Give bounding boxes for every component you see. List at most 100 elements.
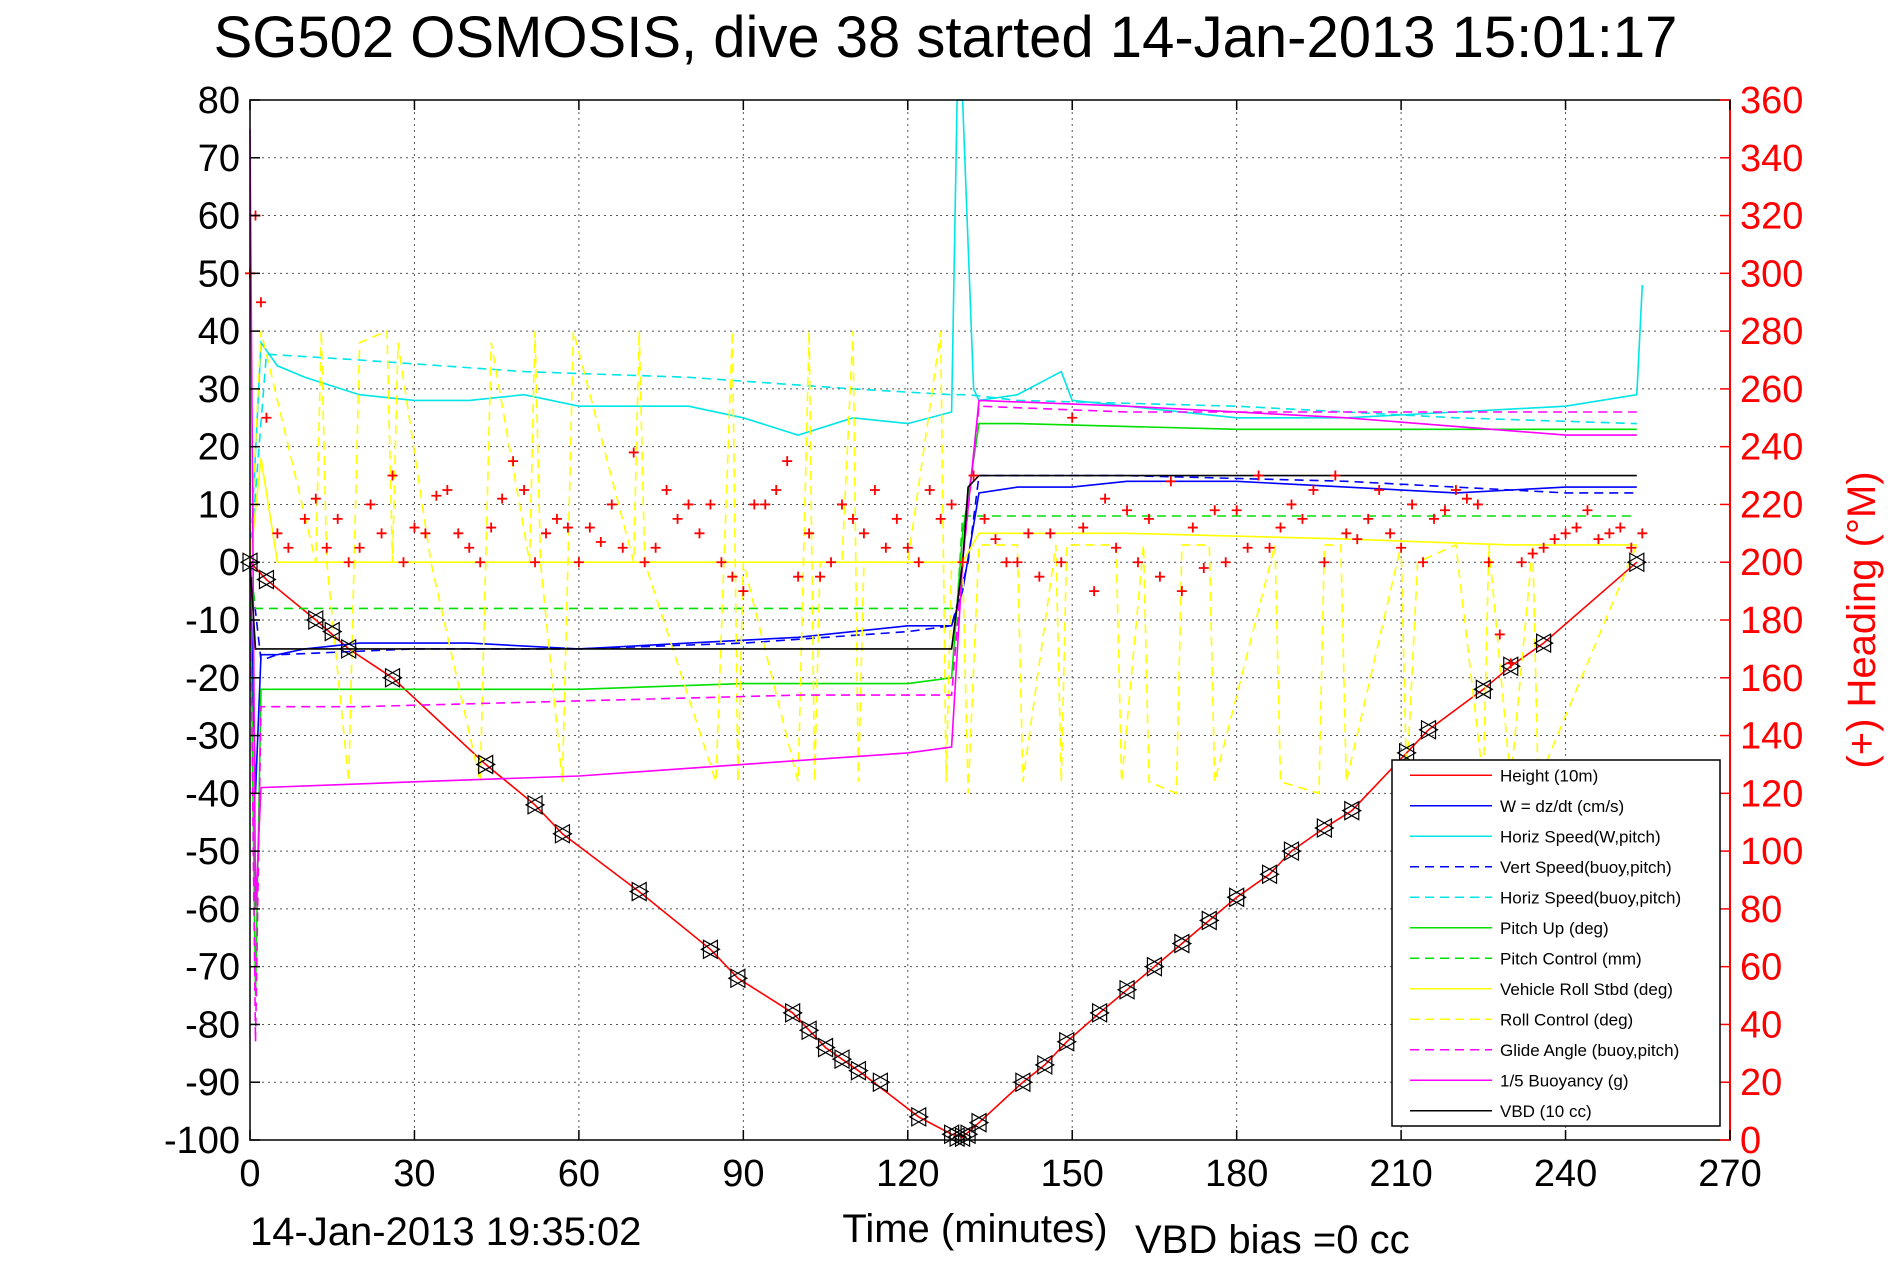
heading-point: [891, 513, 902, 524]
depth-marker: [1034, 1054, 1053, 1075]
footer-timestamp: 14-Jan-2013 19:35:02: [250, 1210, 642, 1254]
depth-marker: [1473, 679, 1491, 700]
y-tick-label: -70: [185, 947, 240, 989]
heading-point: [1067, 412, 1078, 423]
heading-point: [1461, 493, 1472, 504]
heading-point: [858, 528, 869, 539]
heading-point: [793, 571, 804, 582]
heading-point: [738, 586, 749, 597]
depth-marker: [1056, 1031, 1075, 1052]
x-tick-label: 210: [1369, 1153, 1432, 1195]
grid-lines: [250, 100, 1730, 1140]
heading-point: [595, 537, 606, 547]
heading-point: [1264, 542, 1275, 553]
legend-label: VBD (10 cc): [1500, 1102, 1592, 1121]
x-axis-label: Time (minutes): [842, 1207, 1107, 1251]
y-tick-label: 10: [198, 484, 240, 526]
heading-point: [1056, 557, 1067, 568]
depth-marker: [1503, 656, 1521, 677]
heading-point: [1198, 563, 1209, 573]
depth-marker: [554, 823, 573, 844]
depth-marker: [1261, 864, 1280, 885]
heading-point: [486, 522, 497, 533]
depth-marker: [1536, 633, 1554, 654]
heading-point: [957, 557, 968, 568]
heading-point: [1242, 542, 1253, 553]
heading-point: [847, 513, 858, 524]
heading-point: [760, 499, 771, 510]
y-tick-label: -50: [185, 831, 240, 873]
depth-marker: [960, 1124, 979, 1145]
depth-marker: [1226, 887, 1245, 908]
heading-point: [1133, 557, 1143, 568]
legend-label: Horiz Speed(W,pitch): [1500, 827, 1661, 846]
heading-point: [672, 513, 683, 524]
depth-marker: [1171, 933, 1190, 954]
y-tick-label: 30: [198, 369, 240, 411]
tick-labels: 0 30 60 90 120 150 180 210 240 270 80 70 60 50 40 30 20 1…: [164, 80, 1884, 1251]
series-line-1: [249, 480, 1637, 794]
heading-point: [705, 499, 716, 510]
heading-point: [1439, 505, 1450, 516]
depth-marker: [848, 1060, 867, 1081]
y-tick-label: -30: [185, 716, 240, 758]
legend-label: Pitch Control (mm): [1500, 949, 1642, 968]
heading-point: [1483, 557, 1494, 568]
depth-marker: [908, 1106, 927, 1127]
depth-marker: [801, 1020, 820, 1041]
heading-point: [694, 528, 705, 539]
heading-point: [283, 542, 294, 553]
depth-marker: [1396, 742, 1415, 763]
heading-point: [398, 557, 409, 568]
depth-marker: [527, 794, 546, 815]
depth-marker: [338, 638, 357, 659]
series-line-10: [249, 128, 1637, 909]
axes-frame: [249, 99, 1731, 1141]
legend-label: Pitch Up (deg): [1500, 919, 1609, 938]
depth-marker: [815, 1037, 834, 1058]
heading-point: [1472, 499, 1483, 510]
x-tick-label: 240: [1534, 1153, 1597, 1195]
heading-point: [1154, 571, 1165, 582]
depth-marker: [1418, 719, 1437, 740]
x-tick-label: 0: [239, 1153, 260, 1195]
depth-marker: [870, 1072, 888, 1093]
series-line-4: [249, 353, 1637, 563]
heading-point: [1374, 485, 1385, 495]
y-tick-label: -40: [185, 773, 240, 815]
depth-marker: [782, 1002, 801, 1023]
y2-tick-label: 60: [1740, 947, 1782, 989]
heading-point: [1450, 485, 1461, 495]
legend-label: W = dz/dt (cm/s): [1500, 797, 1624, 816]
depth-marker: [700, 939, 719, 960]
depth-marker: [324, 621, 343, 642]
legend-label: Glide Angle (buoy,pitch): [1500, 1041, 1679, 1060]
y2-tick-label: 240: [1740, 427, 1803, 469]
depth-marker: [785, 1002, 803, 1023]
heading-point: [562, 522, 573, 533]
heading-point: [1429, 513, 1439, 524]
y2-axis-label: (+) Heading (°M): [1840, 471, 1884, 768]
depth-marker: [1420, 719, 1439, 740]
heading-point: [573, 557, 584, 568]
heading-point: [1012, 557, 1023, 568]
depth-marker: [798, 1020, 817, 1041]
depth-marker: [258, 569, 277, 590]
heading-point: [1582, 505, 1593, 516]
depth-marker: [968, 1112, 987, 1133]
heading-point: [1089, 586, 1100, 597]
depth-marker: [524, 794, 543, 815]
heading-point: [453, 528, 464, 539]
depth-marker: [256, 569, 275, 590]
heading-point: [617, 542, 628, 553]
heading-point: [1494, 629, 1505, 640]
heading-point: [749, 499, 760, 510]
depth-marker: [1199, 910, 1217, 931]
heading-point: [628, 447, 639, 458]
depth-marker: [730, 968, 749, 989]
heading-point: [272, 528, 283, 539]
depth-marker: [872, 1072, 891, 1093]
depth-marker: [834, 1049, 853, 1070]
y2-tick-label: 180: [1740, 600, 1803, 642]
depth-marker: [1398, 742, 1417, 763]
